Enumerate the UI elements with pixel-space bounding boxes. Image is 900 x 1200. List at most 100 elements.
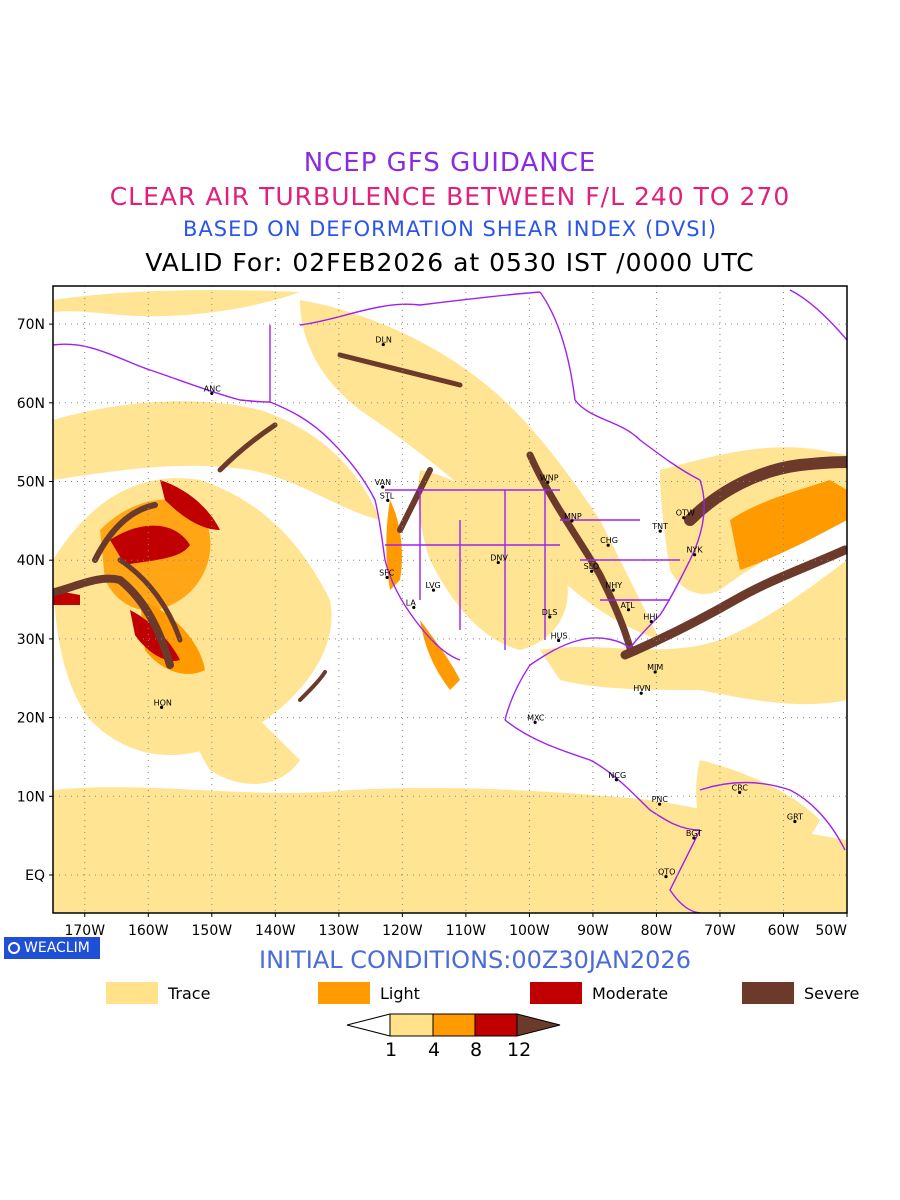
lat-label: 10N bbox=[17, 789, 45, 805]
station-marker bbox=[546, 480, 550, 484]
initial-conditions: INITIAL CONDITIONS:00Z30JAN2026 bbox=[259, 946, 691, 974]
lon-label: 70W bbox=[704, 923, 736, 939]
station-label: NCG bbox=[608, 771, 626, 780]
station-label: TNT bbox=[651, 522, 668, 531]
station-marker bbox=[412, 605, 416, 610]
colorbar-tick-12: 12 bbox=[507, 1039, 532, 1061]
station-marker bbox=[692, 836, 696, 840]
title-line-3: BASED ON DEFORMATION SHEAR INDEX (DVSI) bbox=[182, 217, 718, 241]
lat-label: EQ bbox=[25, 868, 45, 884]
legend-swatch-trace bbox=[106, 982, 158, 1004]
station-label: NHY bbox=[605, 581, 622, 590]
station-marker bbox=[682, 516, 686, 520]
station-marker bbox=[570, 519, 574, 523]
colorbar-trace bbox=[389, 1013, 434, 1037]
legend-swatch-light bbox=[318, 982, 370, 1004]
station-marker bbox=[692, 553, 697, 557]
station-marker bbox=[664, 874, 668, 879]
station-marker bbox=[639, 691, 643, 695]
station-marker bbox=[738, 790, 742, 794]
lat-label: 70N bbox=[17, 317, 45, 333]
station-label: ANC bbox=[204, 384, 221, 393]
station-label: HHI bbox=[643, 613, 657, 622]
lon-label: 50W bbox=[815, 923, 847, 939]
lon-label: 90W bbox=[577, 923, 609, 939]
weaclim-logo-icon bbox=[8, 942, 20, 954]
lat-label: 30N bbox=[17, 632, 45, 648]
station-marker bbox=[548, 615, 552, 619]
colorbar-light bbox=[432, 1013, 476, 1037]
station-label: WNP bbox=[540, 473, 559, 482]
station-label: SFC bbox=[379, 569, 395, 578]
station-label: SLO bbox=[584, 562, 600, 571]
lon-label: 130W bbox=[319, 923, 360, 939]
station-label: LVG bbox=[425, 581, 440, 590]
station-label: MXC bbox=[527, 713, 545, 722]
lon-label: 150W bbox=[192, 923, 233, 939]
legend-swatch-severe bbox=[742, 982, 794, 1004]
lon-label: 140W bbox=[255, 923, 296, 939]
lat-label: 50N bbox=[17, 475, 45, 491]
station-marker bbox=[533, 720, 537, 724]
station-labels: ANC DLN VAN STL SFC LA LVG DNV WNP MNP CHG SLO NHY AT… bbox=[154, 336, 803, 879]
station-marker bbox=[210, 391, 214, 395]
badge-text: WEACLIM bbox=[24, 940, 90, 956]
station-label: DLS bbox=[542, 608, 558, 617]
trace-areas bbox=[53, 290, 847, 913]
station-label: DLN bbox=[375, 336, 392, 345]
colorbar-tick-1: 1 bbox=[385, 1039, 398, 1061]
station-marker bbox=[557, 638, 561, 643]
station-marker bbox=[658, 529, 662, 533]
weaclim-badge: WEACLIM bbox=[4, 937, 100, 959]
legend-label-light: Light bbox=[380, 984, 420, 1003]
station-label: CRC bbox=[732, 783, 749, 792]
lon-label: 100W bbox=[509, 923, 550, 939]
lat-label: 20N bbox=[17, 711, 45, 727]
legend-swatch-moderate bbox=[530, 982, 582, 1004]
station-label: CHG bbox=[600, 536, 618, 545]
station-label: MNP bbox=[564, 512, 582, 521]
legend-label-severe: Severe bbox=[804, 984, 860, 1003]
lon-label: 120W bbox=[382, 923, 423, 939]
title-line-1: NCEP GFS GUIDANCE bbox=[303, 148, 597, 178]
lat-label: 60N bbox=[17, 396, 45, 412]
graticule bbox=[53, 286, 847, 913]
lon-label: 110W bbox=[446, 923, 487, 939]
colorbar-under bbox=[346, 1013, 391, 1037]
station-marker bbox=[653, 670, 657, 674]
station-label: VAN bbox=[375, 478, 391, 487]
lon-label: 170W bbox=[64, 923, 105, 939]
station-label: BGT bbox=[686, 829, 702, 838]
colorbar-tick-8: 8 bbox=[470, 1039, 483, 1061]
station-marker bbox=[386, 498, 390, 502]
station-label: ATL bbox=[620, 601, 635, 610]
colorbar bbox=[346, 1013, 561, 1037]
station-label: QTO bbox=[658, 868, 675, 877]
lat-label: 40N bbox=[17, 553, 45, 569]
station-label: OTW bbox=[676, 509, 695, 518]
station-marker bbox=[658, 802, 662, 806]
title-line-2: CLEAR AIR TURBULENCE BETWEEN F/L 240 TO … bbox=[109, 182, 791, 211]
severe-areas bbox=[53, 352, 847, 702]
valid-time: VALID For: 02FEB2026 at 0530 IST /0000 U… bbox=[145, 248, 755, 277]
station-label: HON bbox=[154, 698, 172, 707]
colorbar-moderate bbox=[474, 1013, 518, 1037]
station-label: PNC bbox=[652, 795, 669, 804]
colorbar-tick-4: 4 bbox=[428, 1039, 441, 1061]
map-frame bbox=[52, 285, 848, 914]
map-field: ANC DLN VAN STL SFC LA LVG DNV WNP MNP CHG SLO NHY AT… bbox=[53, 286, 847, 913]
station-label: MIM bbox=[647, 663, 663, 672]
station-marker bbox=[606, 543, 610, 547]
station-marker bbox=[431, 588, 436, 592]
station-label: STL bbox=[380, 491, 395, 500]
colorbar-severe bbox=[516, 1013, 561, 1037]
station-label: HUS bbox=[551, 631, 568, 640]
station-marker bbox=[649, 619, 653, 624]
station-label: DNV bbox=[490, 554, 508, 563]
station-marker bbox=[160, 705, 164, 709]
station-label: LA bbox=[406, 598, 417, 607]
station-marker bbox=[611, 588, 615, 592]
station-label: NYK bbox=[687, 546, 704, 555]
station-marker bbox=[496, 560, 500, 565]
